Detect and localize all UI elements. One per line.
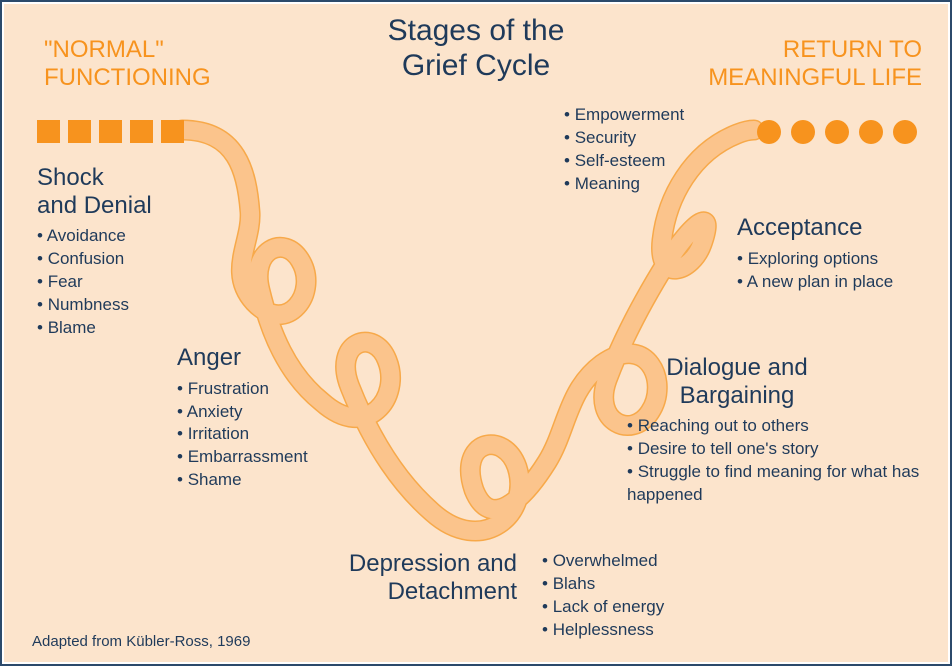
stage-bullet-list: FrustrationAnxietyIrritationEmbarrassmen… xyxy=(177,378,377,493)
stage-bullet: Embarrassment xyxy=(177,446,377,469)
stage-title-line: Anger xyxy=(177,344,377,372)
stage-bullet: Anxiety xyxy=(177,401,377,424)
stage-bullet-list: Reaching out to othersDesire to tell one… xyxy=(627,415,932,507)
stage-title: Depression andDetachment xyxy=(267,550,517,605)
stage-bullet: Lack of energy xyxy=(542,596,742,619)
stage-title: Dialogue andBargaining xyxy=(627,354,847,409)
start-marker xyxy=(161,120,184,143)
end-markers xyxy=(757,120,917,144)
stage-bullet: Irritation xyxy=(177,423,377,446)
stage-bullet-list: Exploring optionsA new plan in place xyxy=(737,248,947,294)
stage-bullet: Desire to tell one's story xyxy=(627,438,932,461)
stage-acceptance: Acceptance Exploring optionsA new plan in… xyxy=(737,214,947,293)
stage-bullet: Reaching out to others xyxy=(627,415,932,438)
stage-bullet: Exploring options xyxy=(737,248,947,271)
stage-empowerment: EmpowermentSecuritySelf-esteemMeaning xyxy=(564,104,744,196)
stage-bullet: Security xyxy=(564,127,744,150)
stage-title: Anger xyxy=(177,344,377,372)
start-marker xyxy=(99,120,122,143)
stage-title-line: Depression and xyxy=(267,550,517,578)
stage-bullet-list: AvoidanceConfusionFearNumbnessBlame xyxy=(37,225,227,340)
stage-title: Shockand Denial xyxy=(37,164,227,219)
end-marker xyxy=(757,120,781,144)
stage-title-line: Acceptance xyxy=(737,214,947,242)
stage-title-line: and Denial xyxy=(37,192,227,220)
stage-bullet: Confusion xyxy=(37,248,227,271)
stage-depression-bullets: OverwhelmedBlahsLack of energyHelplessne… xyxy=(542,550,742,642)
stage-bullet: Avoidance xyxy=(37,225,227,248)
stage-bullet: Struggle to find meaning for what has ha… xyxy=(627,461,932,507)
stage-shock: Shockand Denial AvoidanceConfusionFearNum… xyxy=(37,164,227,340)
start-markers xyxy=(37,120,184,143)
end-marker xyxy=(859,120,883,144)
stage-bullet: Empowerment xyxy=(564,104,744,127)
stage-bullet: A new plan in place xyxy=(737,271,947,294)
start-marker xyxy=(37,120,60,143)
stage-bullet: Frustration xyxy=(177,378,377,401)
start-marker xyxy=(68,120,91,143)
end-endpoint-label: RETURN TO MEANINGFUL LIFE xyxy=(702,36,922,91)
start-label-line-1: "NORMAL" xyxy=(44,36,211,64)
stage-bullet: Self-esteem xyxy=(564,150,744,173)
stage-bullet: Shame xyxy=(177,469,377,492)
stage-bullet: Overwhelmed xyxy=(542,550,742,573)
end-marker xyxy=(825,120,849,144)
stage-bullet: Fear xyxy=(37,271,227,294)
stage-bullet: Meaning xyxy=(564,173,744,196)
stage-title-line: Dialogue and xyxy=(627,354,847,382)
stage-bullet: Blahs xyxy=(542,573,742,596)
source-attribution: Adapted from Kübler-Ross, 1969 xyxy=(32,633,250,650)
end-marker xyxy=(893,120,917,144)
stage-title: Acceptance xyxy=(737,214,947,242)
end-label-line-1: RETURN TO xyxy=(702,36,922,64)
stage-bullet-list: OverwhelmedBlahsLack of energyHelplessne… xyxy=(542,550,742,642)
stage-bullet: Blame xyxy=(37,317,227,340)
start-marker xyxy=(130,120,153,143)
grief-cycle-diagram: Stages of the Grief Cycle "NORMAL" FUNCT… xyxy=(0,0,952,666)
stage-title-line: Shock xyxy=(37,164,227,192)
stage-bullet: Numbness xyxy=(37,294,227,317)
end-marker xyxy=(791,120,815,144)
start-label-line-2: FUNCTIONING xyxy=(44,64,211,92)
stage-depression: Depression andDetachment xyxy=(267,550,517,611)
stage-bullet: Helplessness xyxy=(542,619,742,642)
end-label-line-2: MEANINGFUL LIFE xyxy=(702,64,922,92)
stage-title-line: Detachment xyxy=(267,578,517,606)
stage-title-line: Bargaining xyxy=(627,382,847,410)
start-endpoint-label: "NORMAL" FUNCTIONING xyxy=(44,36,211,91)
stage-bullet-list: EmpowermentSecuritySelf-esteemMeaning xyxy=(564,104,744,196)
stage-anger: Anger FrustrationAnxietyIrritationEmbarra… xyxy=(177,344,377,492)
stage-dialogue: Dialogue andBargaining Reaching out to ot… xyxy=(627,354,932,507)
